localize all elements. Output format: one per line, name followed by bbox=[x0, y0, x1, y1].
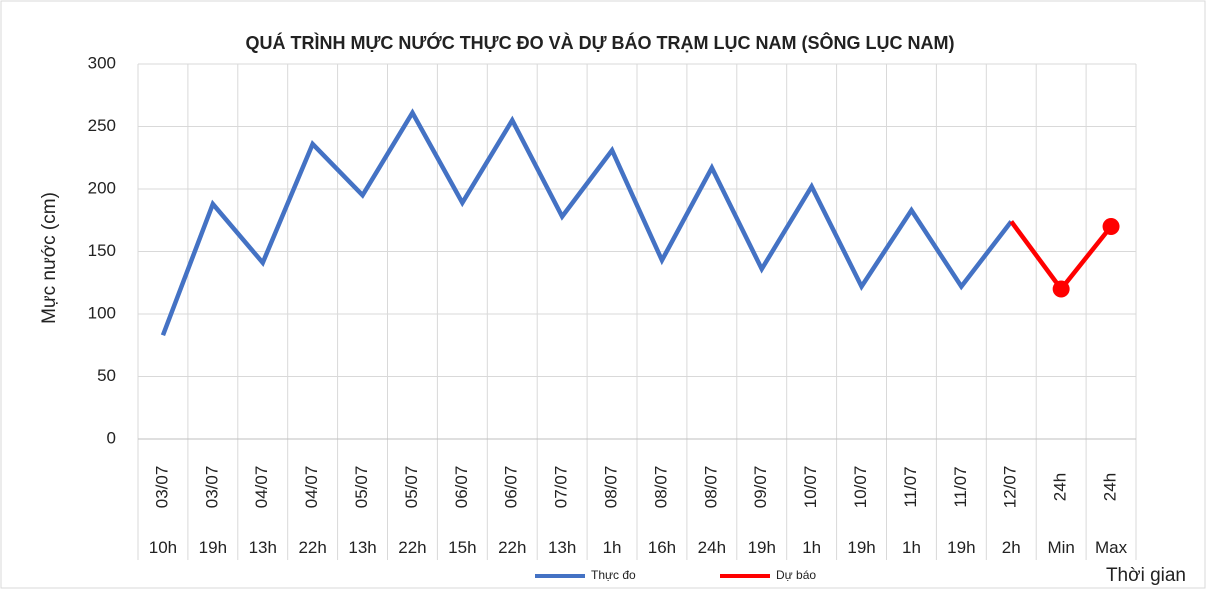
x-tick-label: 05/07 bbox=[402, 466, 421, 509]
point-marker bbox=[1102, 218, 1120, 235]
x-tick-label: 09/07 bbox=[751, 466, 770, 509]
x-tick-label: 04/07 bbox=[252, 466, 271, 509]
point-marker bbox=[1052, 280, 1070, 298]
x-tick-label: 22h bbox=[398, 538, 426, 557]
x-tick-label: 24h bbox=[698, 538, 726, 557]
x-tick-label: 03/07 bbox=[152, 466, 171, 509]
x-tick-label: 1h bbox=[802, 538, 821, 557]
x-tick-label: 22h bbox=[298, 538, 326, 557]
x-tick-label: 24h bbox=[1051, 473, 1070, 501]
x-tick-label: 11/07 bbox=[901, 466, 920, 507]
legend-label: Thực đo bbox=[591, 568, 636, 582]
y-tick-label: 50 bbox=[97, 366, 116, 385]
x-tick-label: 13h bbox=[348, 538, 376, 557]
x-tick-label: 1h bbox=[902, 538, 921, 557]
x-tick-label: Min bbox=[1047, 538, 1074, 557]
x-tick-label: 1h bbox=[603, 538, 622, 557]
x-tick-label: 12/07 bbox=[1001, 466, 1020, 509]
x-tick-label: 10h bbox=[149, 538, 177, 557]
x-axis-label: Thời gian bbox=[1106, 565, 1186, 586]
x-tick-label: 24h bbox=[1101, 473, 1120, 501]
y-tick-label: 250 bbox=[88, 116, 116, 135]
y-axis-label: Mực nước (cm) bbox=[39, 192, 60, 324]
x-tick-label: 11/07 bbox=[951, 466, 970, 507]
x-tick-label: 06/07 bbox=[452, 466, 471, 509]
x-tick-label: 15h bbox=[448, 538, 476, 557]
x-tick-label: 19h bbox=[748, 538, 776, 557]
series-line bbox=[160, 108, 1014, 337]
x-tick-label: 13h bbox=[249, 538, 277, 557]
x-tick-label: 03/07 bbox=[202, 466, 221, 509]
x-tick-label: 10/07 bbox=[851, 466, 870, 509]
x-tick-label: 07/07 bbox=[552, 466, 571, 509]
y-tick-label: 0 bbox=[107, 428, 116, 447]
x-tick-label: 16h bbox=[648, 538, 676, 557]
x-tick-label: 13h bbox=[548, 538, 576, 557]
legend-label: Dự báo bbox=[776, 568, 816, 582]
x-tick-label: 04/07 bbox=[302, 466, 321, 509]
y-tick-label: 150 bbox=[88, 241, 116, 260]
y-tick-label: 100 bbox=[88, 303, 116, 322]
x-tick-label: 19h bbox=[947, 538, 975, 557]
x-tick-label: 2h bbox=[1002, 538, 1021, 557]
x-tick-label: 19h bbox=[847, 538, 875, 557]
x-tick-label: 08/07 bbox=[651, 466, 670, 509]
x-tick-label: 22h bbox=[498, 538, 526, 557]
chart-title: QUÁ TRÌNH MỰC NƯỚC THỰC ĐO VÀ DỰ BÁO TRẠ… bbox=[245, 32, 954, 53]
y-tick-label: 300 bbox=[88, 53, 116, 72]
x-tick-label: 08/07 bbox=[602, 466, 621, 509]
x-tick-label: 10/07 bbox=[801, 466, 820, 509]
x-tick-label: 08/07 bbox=[701, 466, 720, 509]
x-tick-label: Max bbox=[1095, 538, 1128, 557]
x-tick-label: 19h bbox=[199, 538, 227, 557]
x-tick-label: 05/07 bbox=[352, 466, 371, 509]
y-tick-label: 200 bbox=[88, 178, 116, 197]
x-tick-label: 06/07 bbox=[502, 466, 521, 509]
